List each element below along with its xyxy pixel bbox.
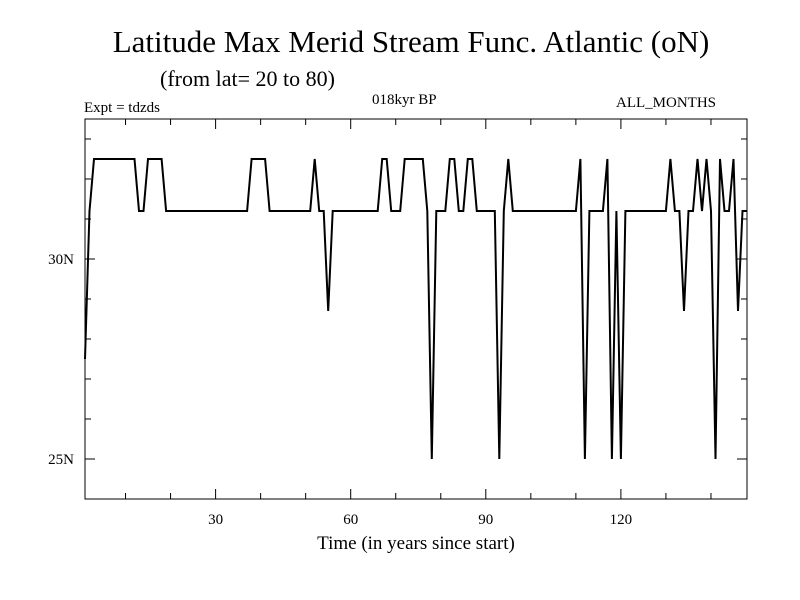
- chart-subtitle: (from lat= 20 to 80): [160, 66, 335, 91]
- tick-marks: [85, 119, 747, 500]
- experiment-label: Expt = tdzds: [84, 100, 160, 116]
- y-tick-label: 30N: [48, 252, 74, 268]
- x-tick-label: 60: [343, 512, 358, 528]
- x-tick-label: 120: [610, 512, 633, 528]
- x-tick-label: 30: [208, 512, 223, 528]
- x-axis-label: Time (in years since start): [317, 533, 515, 554]
- plot-frame: [84, 118, 748, 500]
- tick-labels: 30 60 90 120 25N 30N: [48, 252, 632, 528]
- series-line: [84, 158, 747, 460]
- period-label: 018kyr BP: [372, 92, 437, 108]
- months-label: ALL_MONTHS: [616, 95, 716, 111]
- x-tick-label: 90: [478, 512, 493, 528]
- chart-title: Latitude Max Merid Stream Func. Atlantic…: [112, 24, 710, 59]
- y-tick-label: 25N: [48, 452, 74, 468]
